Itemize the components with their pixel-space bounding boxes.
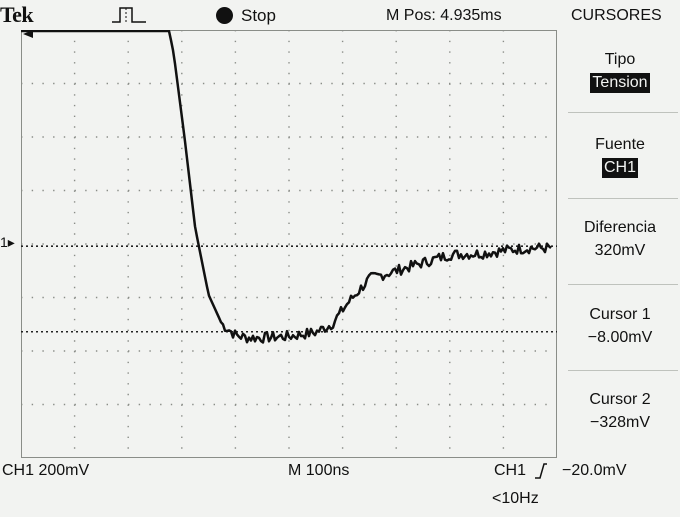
rising-edge-icon xyxy=(535,463,547,479)
channel-ground-marker: 1▸ xyxy=(0,234,15,250)
menu-item-cursor2[interactable]: Cursor 2 −328mV xyxy=(560,390,680,433)
menu-title: CURSORES xyxy=(571,7,662,24)
cursor1-label: Cursor 1 xyxy=(589,306,651,323)
ch1-waveform xyxy=(21,30,552,344)
tipo-label: Tipo xyxy=(604,51,636,68)
menu-item-tipo[interactable]: Tipo Tension xyxy=(560,50,680,93)
menu-separator xyxy=(568,370,678,371)
menu-separator xyxy=(568,284,678,285)
menu-item-cursor1[interactable]: Cursor 1 −8.00mV xyxy=(560,305,680,348)
diferencia-value: 320mV xyxy=(594,242,646,259)
stop-status-icon xyxy=(216,7,233,24)
fuente-label: Fuente xyxy=(595,136,645,153)
cursor-lines xyxy=(21,245,557,333)
trigger-pulse-icon xyxy=(112,7,146,23)
fuente-value: CH1 xyxy=(601,158,638,178)
acquisition-status: Stop xyxy=(241,6,276,25)
trigger-position-arrow xyxy=(23,30,33,38)
tipo-value: Tension xyxy=(590,73,650,93)
scope-display xyxy=(21,30,557,458)
diferencia-label: Diferencia xyxy=(583,219,657,236)
trigger-level: −20.0mV xyxy=(562,462,627,479)
menu-separator xyxy=(568,198,678,199)
trigger-frequency: <10Hz xyxy=(492,490,539,507)
ch1-vertical-scale: CH1 200mV xyxy=(2,462,90,479)
cursor1-value: −8.00mV xyxy=(587,329,653,346)
timebase: M 100ns xyxy=(288,462,350,479)
cursor2-value: −328mV xyxy=(589,414,651,431)
top-status-bar: Tek Stop M Pos: 4.935ms CURSORES xyxy=(0,0,680,30)
cursor-menu: Tipo Tension Fuente CH1 Diferencia 320mV… xyxy=(560,30,680,460)
cursor2-label: Cursor 2 xyxy=(589,391,651,408)
trigger-source: CH1 xyxy=(494,462,527,479)
menu-separator xyxy=(568,112,678,113)
menu-item-fuente[interactable]: Fuente CH1 xyxy=(560,135,680,178)
graticule xyxy=(21,30,557,458)
brand-logo: Tek xyxy=(0,2,34,27)
menu-item-diferencia: Diferencia 320mV xyxy=(560,218,680,261)
horizontal-position: M Pos: 4.935ms xyxy=(386,7,502,24)
